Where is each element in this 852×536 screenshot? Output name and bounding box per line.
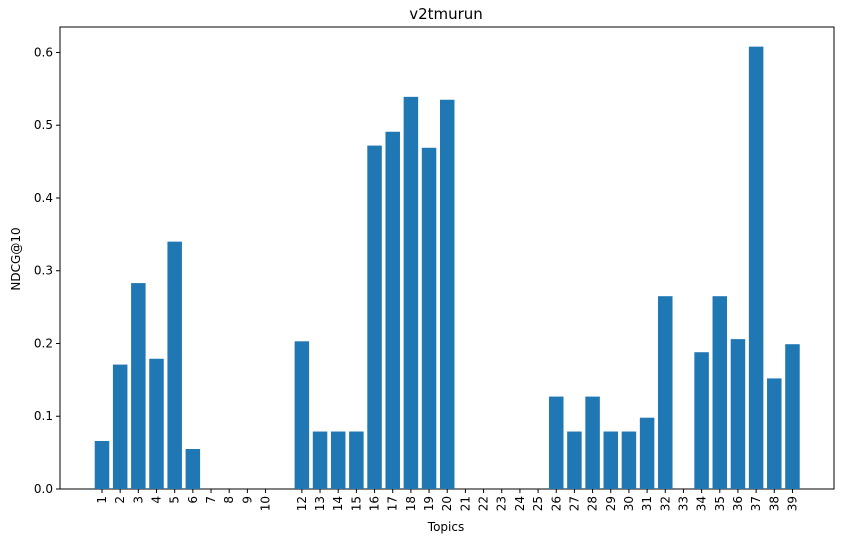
x-tick-label: 10 <box>259 496 273 511</box>
x-tick-label: 13 <box>313 496 327 511</box>
bar <box>312 431 328 489</box>
x-tick-label: 23 <box>495 496 509 511</box>
x-tick-label: 22 <box>477 496 491 511</box>
x-tick-label: 2 <box>113 496 127 504</box>
x-tick-label: 1 <box>95 496 109 504</box>
x-tick-label: 17 <box>386 496 400 511</box>
bar <box>567 431 582 489</box>
x-tick-label: 14 <box>331 496 345 511</box>
y-tick-label: 0.0 <box>34 482 53 496</box>
x-tick-label: 7 <box>204 496 218 504</box>
x-tick-label: 8 <box>222 496 236 504</box>
bar <box>421 147 437 490</box>
bar <box>639 417 655 489</box>
x-tick-label: 33 <box>676 496 690 511</box>
x-tick-label: 29 <box>604 496 618 511</box>
bar <box>94 440 110 489</box>
x-tick-label: 26 <box>549 496 563 511</box>
bar <box>112 364 128 489</box>
x-tick-label: 30 <box>622 496 636 511</box>
x-tick-label: 9 <box>240 496 254 504</box>
x-tick-label: 20 <box>440 496 454 511</box>
y-tick-label: 0.5 <box>34 118 53 132</box>
y-tick-label: 0.1 <box>34 409 53 423</box>
x-tick-label: 21 <box>458 496 472 511</box>
y-tick-label: 0.3 <box>34 264 53 278</box>
bar <box>349 431 364 489</box>
x-tick-label: 18 <box>404 496 418 511</box>
bar <box>785 344 800 489</box>
bar <box>712 296 728 489</box>
bar <box>439 99 455 489</box>
bar <box>748 46 764 489</box>
x-tick-label: 38 <box>767 496 781 511</box>
x-tick-label: 36 <box>731 496 745 511</box>
bar <box>385 131 400 490</box>
y-tick-label: 0.2 <box>34 336 53 350</box>
bar <box>694 352 709 489</box>
plot-area: 0.00.10.20.30.40.50.61 2 3 4 5 6 7 8 9 10 12 13 14 15… <box>34 26 835 511</box>
x-tick-label: 15 <box>349 496 363 511</box>
x-tick-label: 19 <box>422 496 436 511</box>
bar <box>403 96 419 489</box>
bar <box>549 396 564 489</box>
x-tick-label: 28 <box>586 496 600 511</box>
x-tick-label: 12 <box>295 496 309 511</box>
x-tick-label: 24 <box>513 496 527 511</box>
bar <box>767 378 782 489</box>
bar <box>330 431 346 489</box>
x-tick-label: 5 <box>168 496 182 504</box>
x-tick-label: 31 <box>640 496 654 511</box>
bar <box>730 339 746 489</box>
x-tick-label: 16 <box>368 496 382 511</box>
bar <box>185 448 201 489</box>
bar <box>167 241 182 489</box>
bar <box>621 431 637 489</box>
y-tick-label: 0.6 <box>34 45 53 59</box>
y-axis-title: NDCG@10 <box>9 227 23 290</box>
bar <box>149 358 164 489</box>
bar <box>585 396 600 489</box>
x-tick-label: 32 <box>658 496 672 511</box>
x-axis-title: Topics <box>427 520 464 534</box>
y-tick-label: 0.4 <box>34 191 53 205</box>
x-tick-label: 3 <box>131 496 145 504</box>
x-tick-label: 39 <box>785 496 799 511</box>
x-tick-label: 4 <box>150 496 164 504</box>
x-tick-label: 34 <box>695 496 709 511</box>
bar <box>367 145 382 489</box>
x-tick-label: 27 <box>567 496 581 511</box>
bar <box>603 431 619 489</box>
bar <box>658 296 673 489</box>
x-tick-label: 37 <box>749 496 763 511</box>
x-tick-label: 35 <box>713 496 727 511</box>
x-tick-label: 6 <box>186 496 200 504</box>
x-tick-label: 25 <box>531 496 545 511</box>
chart-title: v2tmurun <box>409 5 483 23</box>
bar <box>294 341 310 489</box>
bar <box>131 283 146 489</box>
